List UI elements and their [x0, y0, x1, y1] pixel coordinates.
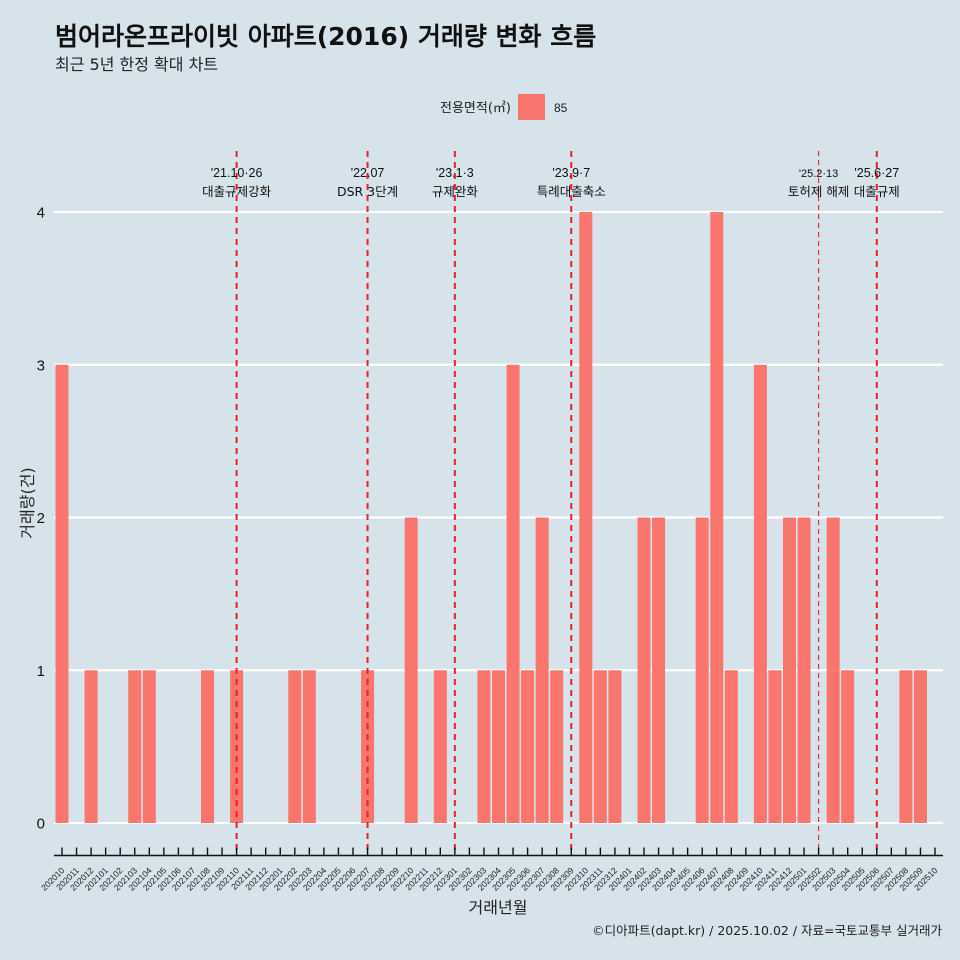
bar	[753, 364, 767, 823]
event-label: 대출규제강화	[202, 184, 272, 199]
bar	[608, 670, 622, 823]
footer-credit: ©디아파트(dapt.kr) / 2025.10.02 / 자료=국토교통부 실…	[592, 923, 942, 938]
event-date: '23.1·3	[436, 166, 474, 180]
event-date: '25.6·27	[854, 166, 899, 180]
bar	[724, 670, 738, 823]
event-date: '23.9·7	[552, 166, 590, 180]
bar	[55, 364, 69, 823]
bar	[404, 517, 418, 823]
legend: 전용면적(㎡) 85	[440, 94, 568, 120]
bar	[783, 517, 796, 823]
bar	[579, 212, 593, 823]
bar	[841, 670, 855, 823]
bar	[492, 670, 505, 823]
legend-item-label: 85	[554, 101, 568, 115]
bar	[652, 517, 666, 823]
bar	[695, 517, 709, 823]
legend-title: 전용면적(㎡)	[440, 101, 511, 116]
event-date: '25.2·13	[799, 168, 838, 180]
bar	[535, 517, 549, 823]
legend-swatch	[518, 94, 545, 120]
event-label: 특례대출축소	[537, 184, 606, 199]
bar	[433, 670, 447, 823]
bar	[128, 670, 142, 823]
bar	[142, 670, 156, 823]
bar	[797, 517, 811, 823]
event-date: '22.07	[351, 166, 385, 180]
event-label: 토허제 해제	[788, 184, 849, 199]
y-tick-label: 4	[37, 205, 45, 222]
y-axis-tick-labels: 0 1 2 3 4	[37, 205, 45, 833]
event-markers: '21.10·26 대출규제강화 '22.07 DSR 3단계 '23.1·3 규제완화 '…	[202, 151, 900, 856]
bar	[550, 670, 564, 823]
event-label: 규제완화	[432, 184, 479, 199]
bar	[637, 517, 651, 823]
bar	[288, 670, 302, 823]
x-axis-title: 거래년월	[469, 898, 528, 917]
bar	[768, 670, 782, 823]
event-label: 대출규제	[854, 184, 900, 199]
bar	[913, 670, 927, 823]
event-label: DSR 3단계	[337, 184, 398, 199]
y-tick-label: 0	[37, 816, 45, 833]
y-axis-title: 거래량(건)	[18, 467, 37, 538]
chart-title: 범어라온프라이빗 아파트(2016) 거래량 변화 흐름	[55, 22, 596, 51]
bar	[899, 670, 913, 823]
bar	[826, 517, 840, 823]
bar	[201, 670, 214, 823]
bar	[710, 212, 724, 823]
bar	[84, 670, 98, 823]
y-tick-label: 2	[37, 510, 45, 527]
event-date: '21.10·26	[211, 166, 263, 180]
bar	[302, 670, 316, 823]
y-tick-label: 1	[37, 663, 45, 680]
chart-subtitle: 최근 5년 한정 확대 차트	[55, 55, 218, 74]
bar	[593, 670, 607, 823]
y-tick-label: 3	[37, 357, 45, 374]
bar	[477, 670, 491, 823]
bar	[521, 670, 535, 823]
x-axis	[54, 847, 943, 857]
bar	[506, 364, 520, 823]
